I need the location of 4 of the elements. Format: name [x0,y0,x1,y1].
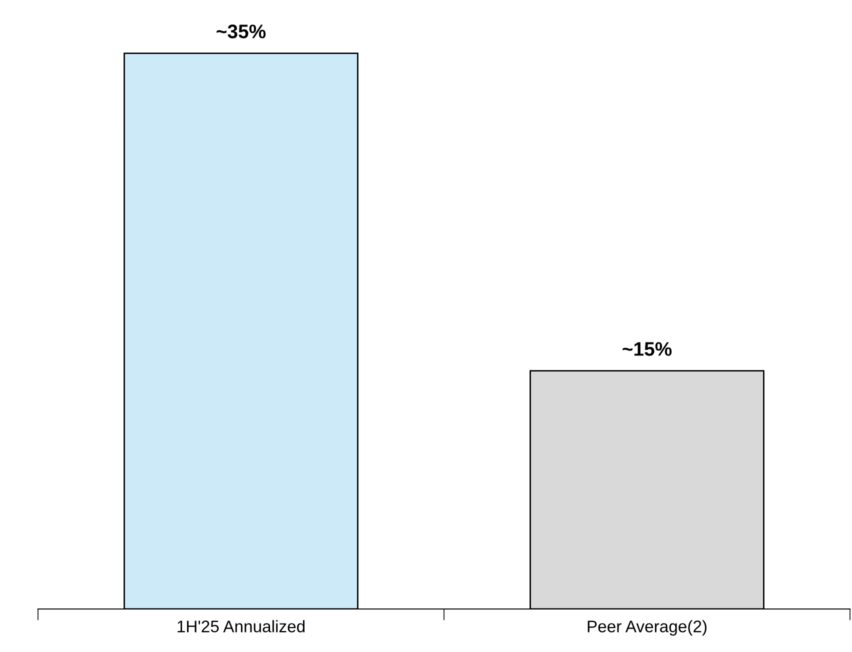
data-label: ~15% [622,342,672,356]
data-label: ~35% [216,24,266,38]
x-tick-label: 1H'25 Annualized [178,620,305,632]
x-tick-label: Peer Average(2) [588,620,707,636]
